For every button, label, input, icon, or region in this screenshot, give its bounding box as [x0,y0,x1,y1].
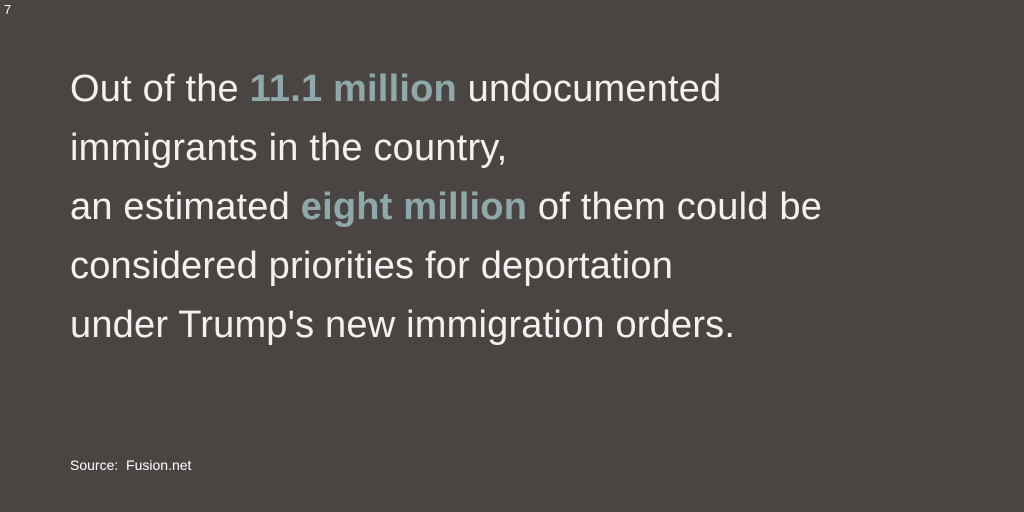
source-credit: Source: Fusion.net [70,456,191,474]
statement-line-1-before: Out of the [70,68,250,110]
highlight-eight-million: eight million [300,186,528,228]
source-value: Fusion.net [126,457,192,473]
statement-line-1-after: undocumented [456,68,722,110]
statement-line-2: immigrants in the country, [70,127,508,169]
source-label: Source: [70,457,119,473]
statement-line-1: Out of the 11.1 million undocumented [70,60,970,119]
highlight-11-1-million: 11.1 million [249,68,457,110]
statement-line-3-after: of them could be [527,186,823,228]
statement-line-5: under Trump's new immigration orders. [70,304,736,346]
statement-text: Out of the 11.1 million undocumented imm… [70,60,970,355]
slide-number: 7 [4,2,12,17]
statement-line-4: considered priorities for deportation [70,245,674,287]
statement-line-3: an estimated eight million of them could… [70,178,970,237]
statement-line-3-before: an estimated [70,186,301,228]
